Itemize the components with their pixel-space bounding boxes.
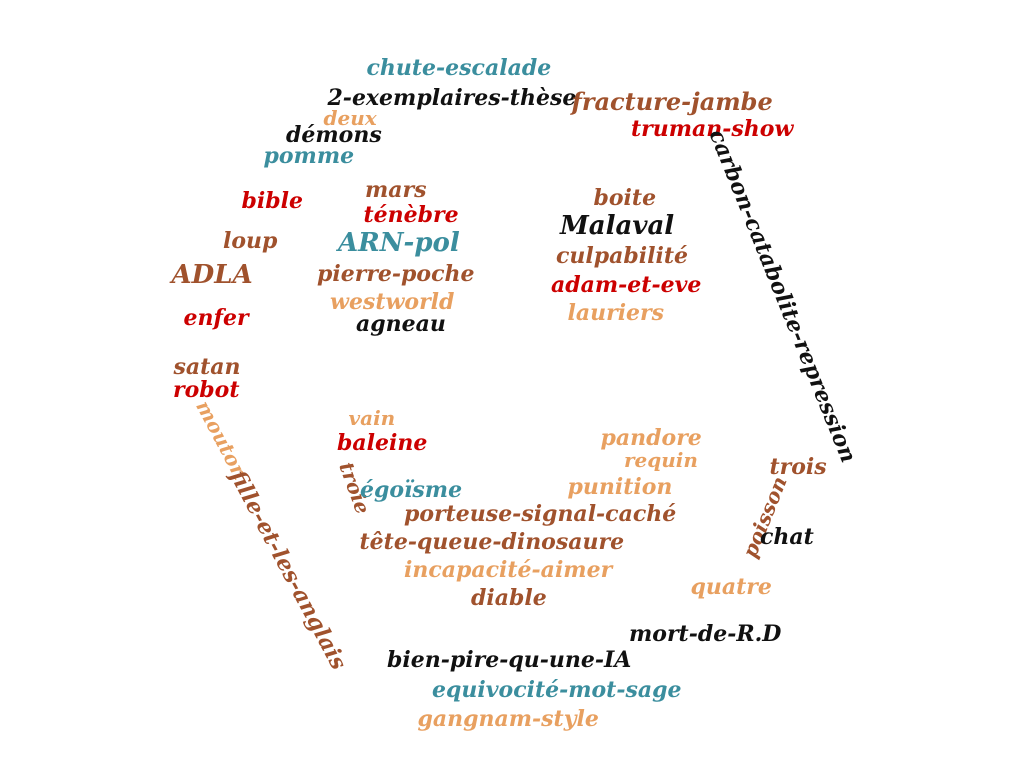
- word-egoisme: égoïsme: [360, 477, 463, 503]
- word-lauriers: lauriers: [567, 300, 665, 326]
- word-vain: vain: [348, 406, 396, 430]
- word-fille-et-les-anglais: fille-et-les-anglais: [224, 465, 352, 675]
- word-deux: deux: [323, 106, 377, 130]
- word-baleine: baleine: [337, 430, 428, 456]
- word-adla: ADLA: [171, 260, 253, 290]
- word-fracture-jambe: fracture-jambe: [571, 87, 773, 116]
- word-punition: punition: [567, 474, 673, 500]
- word-robot: robot: [173, 377, 240, 403]
- word-demons: démons: [286, 122, 382, 148]
- word-porteuse-signal-cache: porteuse-signal-caché: [404, 501, 677, 527]
- word-pomme: pomme: [263, 143, 355, 169]
- word-truman-show: truman-show: [631, 116, 794, 142]
- word-quatre: quatre: [690, 574, 772, 600]
- word-loup: loup: [223, 228, 278, 254]
- word-satan: satan: [173, 354, 241, 380]
- word-gangnam-style: gangnam-style: [417, 706, 599, 732]
- word-chat: chat: [760, 524, 814, 550]
- word-pierre-poche: pierre-poche: [317, 261, 475, 287]
- word-chute-escalade: chute-escalade: [366, 55, 552, 81]
- word-bien-pire-qu-une-ia: bien-pire-qu-une-IA: [387, 647, 632, 673]
- word-diable: diable: [471, 585, 547, 611]
- word-incapacite-aimer: incapacité-aimer: [404, 557, 613, 583]
- word-agneau: agneau: [356, 311, 446, 337]
- word-malaval: Malaval: [560, 211, 675, 241]
- word-culpabilite: culpabilité: [556, 243, 688, 269]
- word-enfer: enfer: [183, 305, 249, 331]
- word-trois: trois: [769, 454, 827, 480]
- word-arn-pol: ARN-pol: [338, 228, 460, 258]
- word-tete-queue-dinosaure: tête-queue-dinosaure: [359, 529, 625, 555]
- word-mars: mars: [365, 177, 427, 203]
- word-westworld: westworld: [330, 289, 455, 315]
- word-carbon-catabolite-repression: carbon-catabolite-repression: [703, 125, 861, 467]
- word-requin: requin: [624, 448, 698, 472]
- word-2-exemplaires-these: 2-exemplaires-thèse: [327, 85, 577, 111]
- word-pandore: pandore: [600, 425, 702, 451]
- word-mort-de-r-d: mort-de-R.D: [629, 621, 782, 647]
- word-bible: bible: [241, 188, 303, 214]
- word-adam-et-eve: adam-et-eve: [551, 272, 702, 298]
- word-tenebre: ténèbre: [363, 202, 459, 228]
- word-equivocite-mot-sage: equivocité-mot-sage: [432, 677, 682, 703]
- word-boite: boite: [593, 185, 657, 211]
